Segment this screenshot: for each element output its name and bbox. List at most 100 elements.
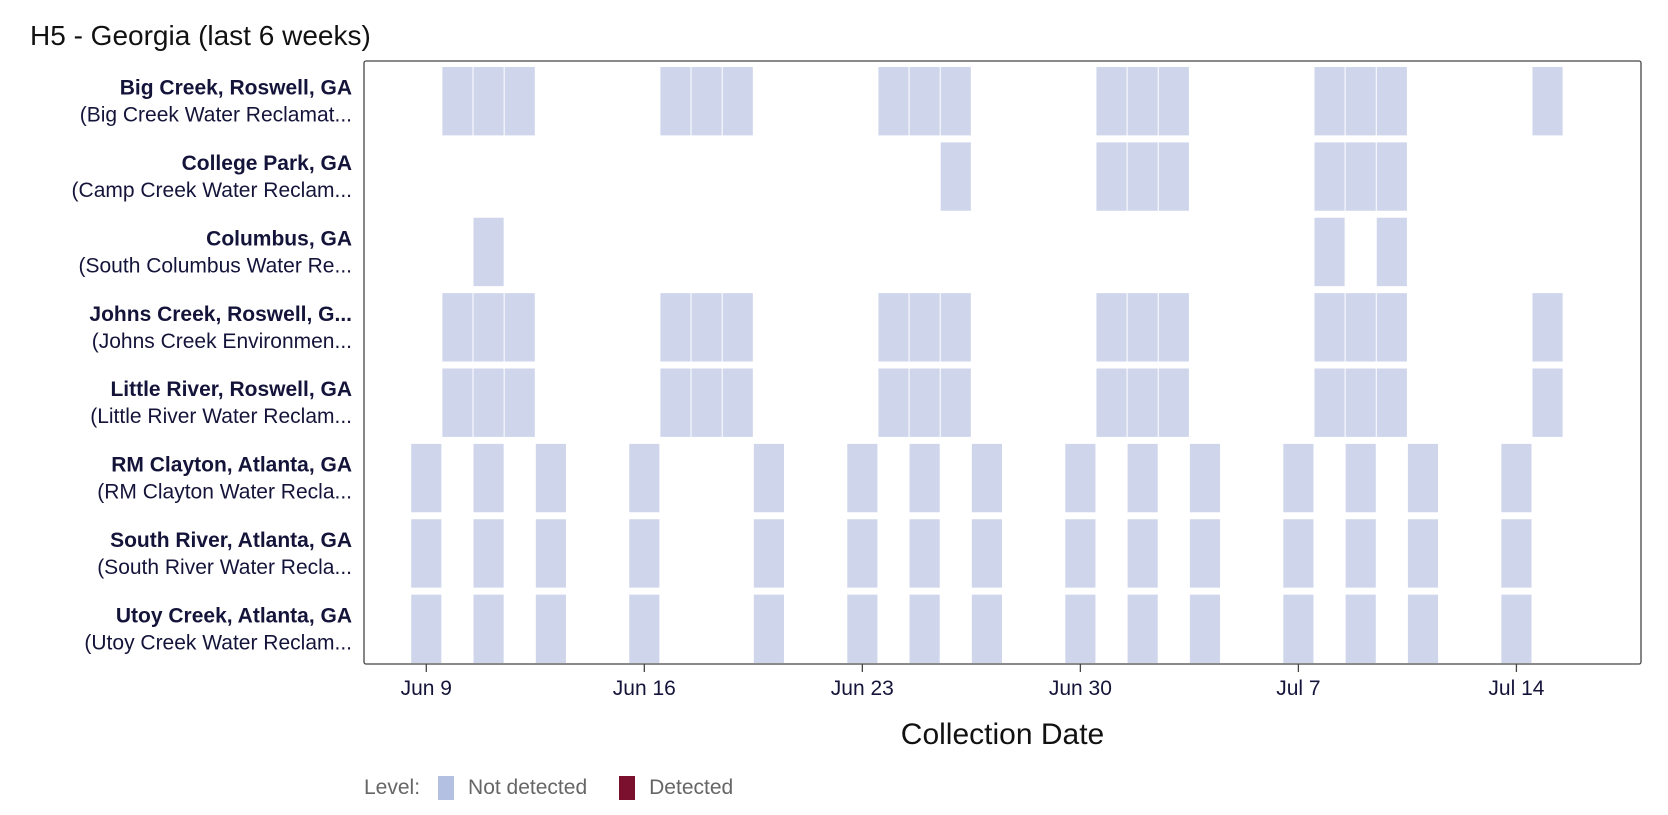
legend-title: Level: [364,776,421,799]
sample-tile [473,519,504,588]
sample-tile [940,293,971,362]
sample-tile [1376,368,1407,437]
sample-tile [660,293,691,362]
sample-tile [1345,67,1376,136]
site-name-label: Columbus, GA [206,227,352,250]
facility-name-label: (RM Clayton Water Recla... [97,481,352,504]
plot-border [363,60,1642,665]
sample-tile [909,368,940,437]
sample-tile [1283,443,1314,513]
sample-tile [691,293,722,362]
sample-tile [909,519,940,588]
sample-tile [473,67,504,136]
sample-tile [1407,443,1439,513]
sample-tile [1407,594,1439,664]
facility-name-label: (Little River Water Reclam... [90,405,352,428]
sample-tile [442,67,473,136]
sample-tile [1189,594,1221,664]
sample-tile [1127,443,1158,513]
sample-tile [1096,67,1127,136]
sample-tile [1283,519,1314,588]
sample-tile [660,67,691,136]
sample-tile [1096,368,1127,437]
sample-tile [909,594,940,664]
sample-tile [847,594,878,664]
sample-tile [1532,293,1563,362]
site-name-label: Big Creek, Roswell, GA [120,77,352,100]
sample-tile [1501,594,1532,664]
sample-tile [629,443,660,513]
sample-tile [535,594,566,664]
sample-tile [1376,217,1407,287]
sample-tile [1127,519,1158,588]
sample-tile [1314,368,1345,437]
sample-tile [1065,443,1096,513]
sample-tile [691,67,722,136]
sample-tile [1314,142,1345,211]
sample-tile [473,293,504,362]
sample-tile [411,443,442,513]
sample-tile [940,368,971,437]
site-name-label: RM Clayton, Atlanta, GA [111,454,352,477]
sample-tile [1532,67,1563,136]
sample-tile [1376,67,1407,136]
legend-swatch-not-detected [438,776,455,800]
facility-name-label: (Big Creek Water Reclamat... [80,104,352,127]
sample-tile [722,368,753,437]
facility-name-label: (South Columbus Water Re... [79,254,353,277]
sample-tile [1096,293,1127,362]
sample-tile [1127,142,1158,211]
sample-tile [878,67,909,136]
site-name-label: Johns Creek, Roswell, G... [89,303,352,326]
chart-title: H5 - Georgia (last 6 weeks) [30,20,371,51]
sample-tile [971,443,1002,513]
x-axis-title: Collection Date [901,718,1104,751]
sample-tile [1376,142,1407,211]
sample-tile [660,368,691,437]
sample-tile [847,443,878,513]
sample-tile [504,368,535,437]
sample-tile [1189,443,1221,513]
sample-tile [1158,67,1189,136]
sample-tile [971,519,1002,588]
x-tick-label: Jul 7 [1276,677,1320,700]
sample-tile [473,217,504,287]
sample-tile [1345,368,1376,437]
sample-tile [473,368,504,437]
sample-tile [442,293,473,362]
sample-tile [1345,594,1376,664]
legend-item-detected: Detected [619,776,733,800]
sample-tile [909,67,940,136]
facility-name-label: (Camp Creek Water Reclam... [72,179,352,202]
sample-tile [1283,594,1314,664]
legend-item-not-detected: Not detected [438,776,587,800]
sample-tile [1407,519,1439,588]
sample-tile [1096,142,1127,211]
legend-label-not-detected: Not detected [468,776,588,799]
site-name-label: Little River, Roswell, GA [110,378,352,401]
sample-tile [1345,519,1376,588]
sample-tile [1189,519,1221,588]
sample-tile [411,594,442,664]
sample-tile [1065,519,1096,588]
x-tick-label: Jul 14 [1488,677,1544,700]
site-name-label: College Park, GA [182,152,352,175]
sample-tile [411,519,442,588]
sample-tile [1158,368,1189,437]
sample-tile [1501,519,1532,588]
sample-tile [535,443,566,513]
sample-tile [1127,293,1158,362]
sample-tile [1314,293,1345,362]
facility-name-label: (Johns Creek Environmen... [92,330,352,353]
sample-tile [722,293,753,362]
sample-tile [753,443,784,513]
sample-tile [1314,217,1345,287]
facility-name-label: (Utoy Creek Water Reclam... [84,631,352,654]
sample-tile [878,368,909,437]
legend-label-detected: Detected [649,776,734,799]
sample-tile [1127,67,1158,136]
sample-tile [1127,368,1158,437]
sample-tile [1065,594,1096,664]
sample-tile [442,368,473,437]
